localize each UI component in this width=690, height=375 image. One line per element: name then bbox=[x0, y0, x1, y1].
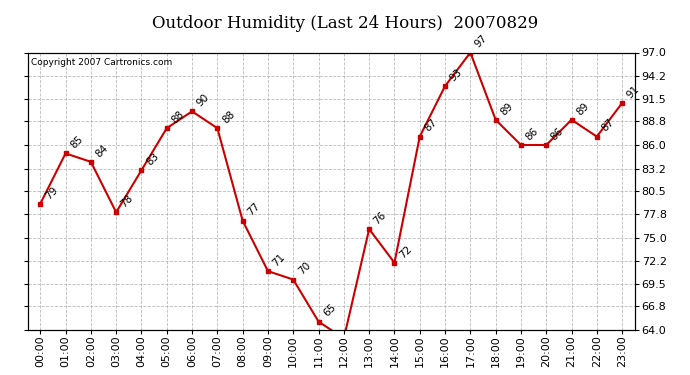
Text: 72: 72 bbox=[397, 243, 414, 260]
Text: 93: 93 bbox=[448, 67, 464, 83]
Text: 86: 86 bbox=[549, 126, 566, 142]
Text: 91: 91 bbox=[625, 84, 642, 100]
Text: 89: 89 bbox=[498, 100, 515, 117]
Text: 83: 83 bbox=[144, 151, 161, 168]
Text: 86: 86 bbox=[524, 126, 540, 142]
Text: 88: 88 bbox=[170, 109, 186, 125]
Text: 77: 77 bbox=[246, 201, 262, 218]
Text: 90: 90 bbox=[195, 92, 211, 109]
Text: 65: 65 bbox=[322, 302, 338, 319]
Text: 87: 87 bbox=[422, 117, 439, 134]
Text: 63: 63 bbox=[0, 374, 1, 375]
Text: 78: 78 bbox=[119, 193, 135, 210]
Text: 87: 87 bbox=[600, 117, 616, 134]
Text: 71: 71 bbox=[270, 252, 287, 268]
Text: 70: 70 bbox=[296, 260, 313, 277]
Text: Outdoor Humidity (Last 24 Hours)  20070829: Outdoor Humidity (Last 24 Hours) 2007082… bbox=[152, 15, 538, 32]
Text: 79: 79 bbox=[43, 184, 59, 201]
Text: 89: 89 bbox=[574, 100, 591, 117]
Text: 84: 84 bbox=[94, 142, 110, 159]
Text: Copyright 2007 Cartronics.com: Copyright 2007 Cartronics.com bbox=[30, 58, 172, 67]
Text: 97: 97 bbox=[473, 33, 490, 50]
Text: 76: 76 bbox=[372, 210, 388, 226]
Text: 85: 85 bbox=[68, 134, 85, 151]
Text: 88: 88 bbox=[220, 109, 237, 125]
